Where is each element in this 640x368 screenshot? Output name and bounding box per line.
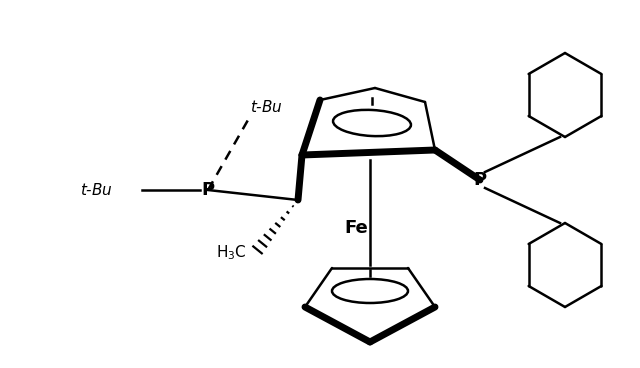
Text: $t$-Bu: $t$-Bu	[80, 182, 113, 198]
Text: P: P	[474, 171, 486, 189]
Text: H$_3$C: H$_3$C	[216, 244, 247, 262]
Text: P: P	[202, 181, 214, 199]
Text: Fe: Fe	[344, 219, 368, 237]
Text: $t$-Bu: $t$-Bu	[250, 99, 283, 115]
